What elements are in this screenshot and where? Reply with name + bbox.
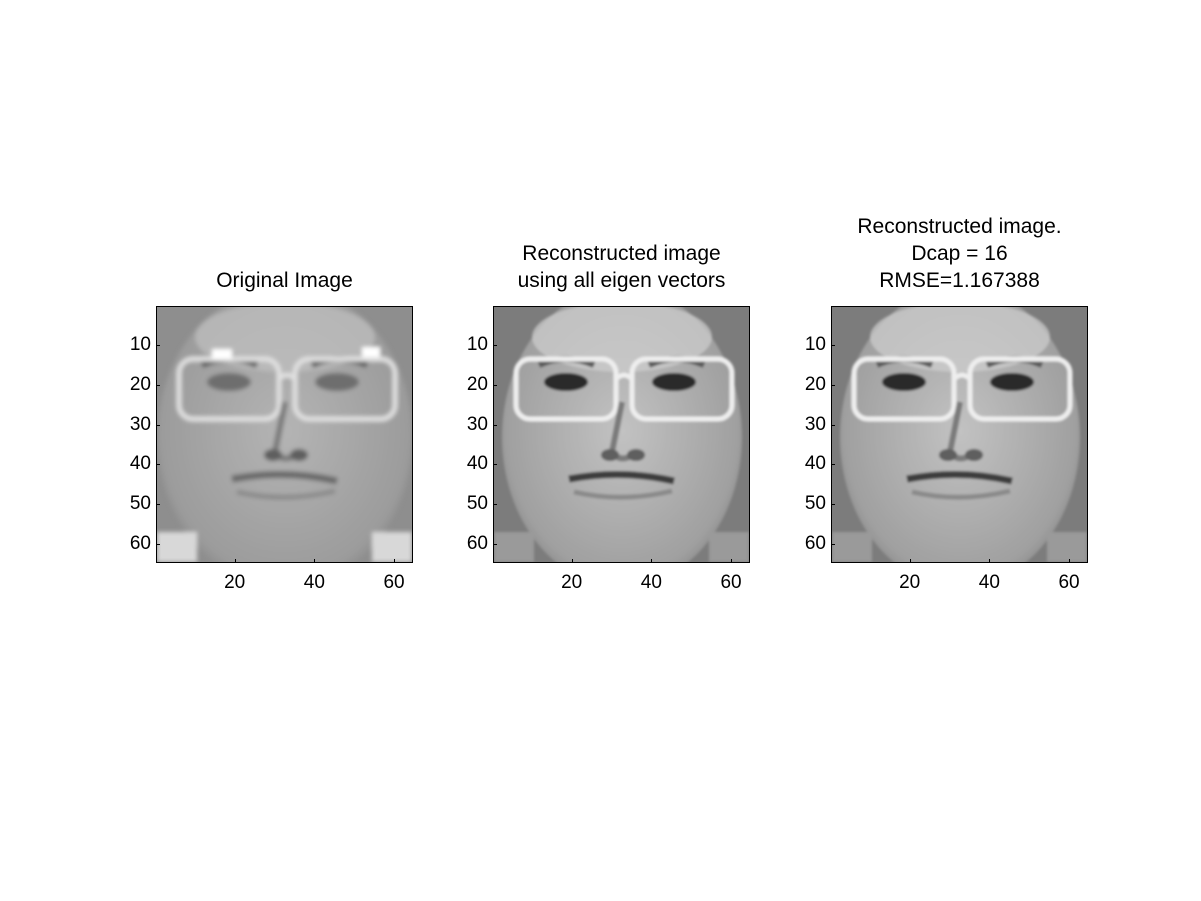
y-tick-label: 30 — [466, 413, 488, 435]
y-tick-mark — [832, 424, 835, 426]
x-tick-mark — [909, 559, 911, 562]
subplot-2: Reconstructed image using all eigen vecto… — [458, 0, 788, 650]
subplot-3: Reconstructed image. Dcap = 16 RMSE=1.1673… — [796, 0, 1126, 650]
x-tick-mark — [1069, 559, 1071, 562]
x-tick-label: 40 — [303, 572, 325, 593]
x-tick-label: 60 — [1058, 572, 1080, 593]
y-tick-label: 40 — [466, 453, 488, 475]
y-tick-mark — [494, 544, 497, 546]
y-tick-label: 50 — [129, 493, 151, 515]
image-axes: 10 20 30 40 50 60 20 40 60 — [805, 306, 1088, 593]
x-tick-label: 60 — [720, 572, 742, 593]
x-tick-mark — [989, 559, 991, 562]
y-tick-label: 10 — [129, 333, 151, 355]
y-tick-mark — [832, 544, 835, 546]
y-tick-label: 20 — [466, 373, 488, 395]
y-tick-mark — [832, 504, 835, 506]
subplot-title-line: Reconstructed image. — [857, 215, 1062, 238]
x-tick-mark — [314, 559, 316, 562]
subplot-title-line: using all eigen vectors — [517, 269, 726, 292]
y-tick-mark — [157, 544, 160, 546]
y-tick-mark — [494, 504, 497, 506]
y-tick-label: 30 — [129, 413, 151, 435]
x-tick-mark — [394, 559, 396, 562]
y-tick-mark — [494, 384, 497, 386]
x-tick-label: 60 — [383, 572, 405, 593]
subplot-title-line: Dcap = 16 — [911, 242, 1008, 265]
x-tick-mark — [651, 559, 653, 562]
y-tick-label: 60 — [804, 533, 826, 555]
x-tick-label: 40 — [640, 572, 662, 593]
y-tick-label: 50 — [804, 493, 826, 515]
y-tick-mark — [157, 344, 160, 346]
y-tick-label: 30 — [804, 413, 826, 435]
image-axes: 10 20 30 40 50 60 20 40 60 — [467, 306, 750, 593]
face-image — [494, 307, 749, 562]
x-tick-label: 20 — [899, 572, 921, 593]
x-tick-label: 20 — [561, 572, 583, 593]
y-tick-label: 20 — [804, 373, 826, 395]
y-tick-mark — [157, 504, 160, 506]
y-tick-mark — [157, 384, 160, 386]
x-tick-mark — [731, 559, 733, 562]
y-tick-label: 60 — [129, 533, 151, 555]
y-tick-mark — [494, 344, 497, 346]
subplot-1: Original Image 10 20 30 40 50 60 20 40 60 — [120, 0, 450, 650]
y-tick-mark — [494, 424, 497, 426]
image-axes: 10 20 30 40 50 60 20 40 60 — [130, 306, 413, 593]
y-tick-mark — [832, 464, 835, 466]
x-tick-mark — [234, 559, 236, 562]
x-tick-label: 40 — [978, 572, 1000, 593]
y-tick-mark — [157, 464, 160, 466]
y-tick-mark — [832, 384, 835, 386]
y-tick-label: 40 — [129, 453, 151, 475]
face-image — [832, 307, 1087, 562]
y-tick-label: 20 — [129, 373, 151, 395]
y-tick-label: 10 — [804, 333, 826, 355]
y-tick-mark — [494, 464, 497, 466]
y-tick-label: 50 — [466, 493, 488, 515]
y-tick-label: 10 — [466, 333, 488, 355]
x-tick-label: 20 — [224, 572, 246, 593]
y-tick-mark — [832, 344, 835, 346]
subplot-title-line: Original Image — [216, 269, 353, 292]
subplot-title-line: Reconstructed image — [522, 242, 721, 265]
y-tick-label: 40 — [804, 453, 826, 475]
x-tick-mark — [571, 559, 573, 562]
subplot-title-line: RMSE=1.167388 — [879, 269, 1040, 292]
y-tick-mark — [157, 424, 160, 426]
face-image — [157, 307, 412, 562]
y-tick-label: 60 — [466, 533, 488, 555]
